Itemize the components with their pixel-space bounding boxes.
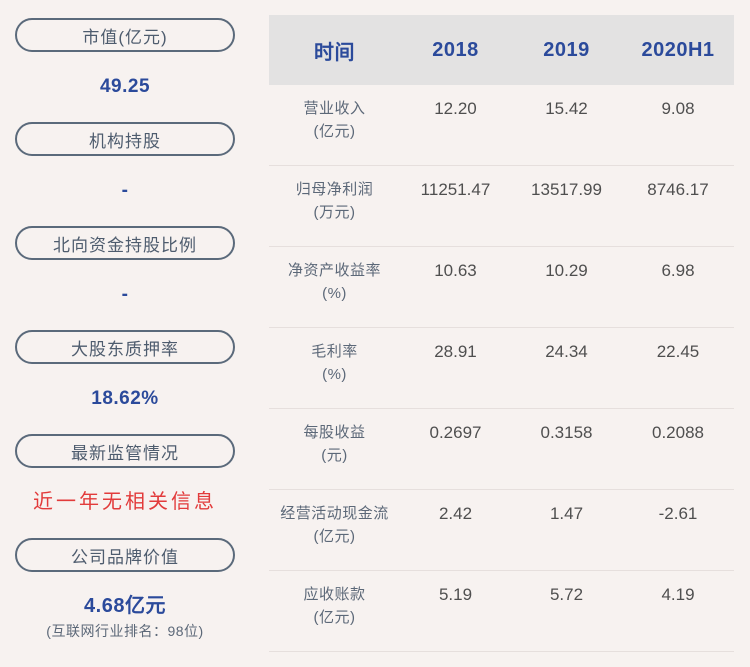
stat-value-major-shareholder-pledge: 18.62% xyxy=(91,388,159,409)
row-metric-unit: (亿元) xyxy=(313,609,356,626)
stat-pill-brand-value[interactable]: 公司品牌价值 xyxy=(15,538,235,572)
row-label: 净资产收益率 (%) xyxy=(269,259,400,327)
cell-2019: 15.42 xyxy=(545,99,588,118)
row-metric-name: 经营活动现金流 xyxy=(280,505,389,522)
cell-2020h1: 6.98 xyxy=(661,261,695,280)
row-metric-name: 净资产收益率 xyxy=(287,262,381,279)
stat-subvalue-industry-rank: (互联网行业排名：98位) xyxy=(46,623,204,639)
row-label: 应收账款 (亿元) xyxy=(269,583,400,651)
cell-2020h1: 22.45 xyxy=(656,342,700,361)
stat-pill-label: 机构持股 xyxy=(89,131,161,151)
row-metric-unit: (%) xyxy=(322,366,347,383)
cell-2018: 5.19 xyxy=(438,585,473,604)
row-label: 毛利率 (%) xyxy=(269,340,400,408)
stat-pill-label: 大股东质押率 xyxy=(71,339,179,359)
stat-market-cap: 市值(亿元) 49.25 xyxy=(15,18,235,97)
sidebar: 市值(亿元) 49.25 机构持股 - 北向资金持股比例 - 大股东质押率 18… xyxy=(15,18,235,666)
stat-northbound-holding-ratio: 北向资金持股比例 - xyxy=(15,226,235,305)
cell-2020h1: 9.08 xyxy=(661,99,695,118)
stat-value-brand-value: 4.68亿元 xyxy=(84,595,166,617)
cell-2019: 24.34 xyxy=(545,342,588,361)
row-metric-name: 每股收益 xyxy=(303,424,366,441)
stat-latest-regulation: 最新监管情况 近一年无相关信息 xyxy=(15,434,235,513)
row-metric-name: 应收账款 xyxy=(303,586,366,603)
stat-pill-label: 最新监管情况 xyxy=(71,443,179,463)
cell-2020h1: 0.2088 xyxy=(652,423,704,442)
row-metric-name: 毛利率 xyxy=(311,343,358,360)
row-label: 经营活动现金流 (亿元) xyxy=(269,502,400,570)
cell-2018: 10.63 xyxy=(434,261,477,280)
cell-2019: 10.29 xyxy=(545,261,588,280)
cell-2019: 0.3158 xyxy=(540,423,593,442)
table-header-2020h1: 2020H1 xyxy=(641,38,715,61)
cell-2018: 12.20 xyxy=(434,99,477,118)
cell-2019: 5.72 xyxy=(549,585,584,604)
row-metric-unit: (%) xyxy=(322,285,347,302)
cell-2020h1: 8746.17 xyxy=(647,180,709,199)
cell-2019: 13517.99 xyxy=(531,180,602,199)
stat-pill-label: 北向资金持股比例 xyxy=(53,235,197,255)
financial-table: 时间 2018 2019 2020H1 营业收入 (亿元) 12.20 15.4… xyxy=(269,15,734,652)
stat-brand-value: 公司品牌价值 4.68亿元 (互联网行业排名：98位) xyxy=(15,538,235,641)
table-row-accounts-receivable: 应收账款 (亿元) 5.19 5.72 4.19 xyxy=(269,571,734,652)
cell-2020h1: -2.61 xyxy=(658,504,698,523)
stat-value-northbound-holding-ratio: - xyxy=(121,284,129,305)
stat-pill-label: 公司品牌价值 xyxy=(71,547,179,567)
table-row-revenue: 营业收入 (亿元) 12.20 15.42 9.08 xyxy=(269,85,734,166)
row-label: 营业收入 (亿元) xyxy=(269,97,400,165)
stat-value-market-cap: 49.25 xyxy=(99,76,151,97)
cell-2018: 28.91 xyxy=(434,342,477,361)
row-label: 每股收益 (元) xyxy=(269,421,400,489)
table-row-roe: 净资产收益率 (%) 10.63 10.29 6.98 xyxy=(269,247,734,328)
cell-2020h1: 4.19 xyxy=(661,585,695,604)
stat-pill-major-shareholder-pledge[interactable]: 大股东质押率 xyxy=(15,330,235,364)
stat-pill-label: 市值(亿元) xyxy=(82,27,168,47)
row-metric-name: 归母净利润 xyxy=(295,181,374,198)
table-row-eps: 每股收益 (元) 0.2697 0.3158 0.2088 xyxy=(269,409,734,490)
row-metric-name: 营业收入 xyxy=(303,100,366,117)
row-metric-unit: (亿元) xyxy=(313,528,356,545)
table-row-gross-margin: 毛利率 (%) 28.91 24.34 22.45 xyxy=(269,328,734,409)
cell-2018: 0.2697 xyxy=(429,423,482,442)
row-metric-unit: (元) xyxy=(321,447,348,464)
table-header-time: 时间 xyxy=(314,41,355,64)
cell-2018: 2.42 xyxy=(438,504,473,523)
table-header-2019: 2019 xyxy=(543,38,590,61)
row-metric-unit: (亿元) xyxy=(313,123,356,140)
table-header-2018: 2018 xyxy=(432,38,479,61)
stat-institutional-holding: 机构持股 - xyxy=(15,122,235,201)
stat-pill-market-cap[interactable]: 市值(亿元) xyxy=(15,18,235,52)
table-row-net-profit: 归母净利润 (万元) 11251.47 13517.99 8746.17 xyxy=(269,166,734,247)
table-row-operating-cash-flow: 经营活动现金流 (亿元) 2.42 1.47 -2.61 xyxy=(269,490,734,571)
cell-2018: 11251.47 xyxy=(420,180,491,199)
stat-pill-institutional-holding[interactable]: 机构持股 xyxy=(15,122,235,156)
stat-pill-latest-regulation[interactable]: 最新监管情况 xyxy=(15,434,235,468)
stat-major-shareholder-pledge: 大股东质押率 18.62% xyxy=(15,330,235,409)
stat-value-latest-regulation: 近一年无相关信息 xyxy=(33,491,217,513)
stat-pill-northbound-holding-ratio[interactable]: 北向资金持股比例 xyxy=(15,226,235,260)
cell-2019: 1.47 xyxy=(549,504,584,523)
row-label: 归母净利润 (万元) xyxy=(269,178,400,246)
table-header-row: 时间 2018 2019 2020H1 xyxy=(269,15,734,85)
stat-value-institutional-holding: - xyxy=(121,180,129,201)
row-metric-unit: (万元) xyxy=(313,204,356,221)
